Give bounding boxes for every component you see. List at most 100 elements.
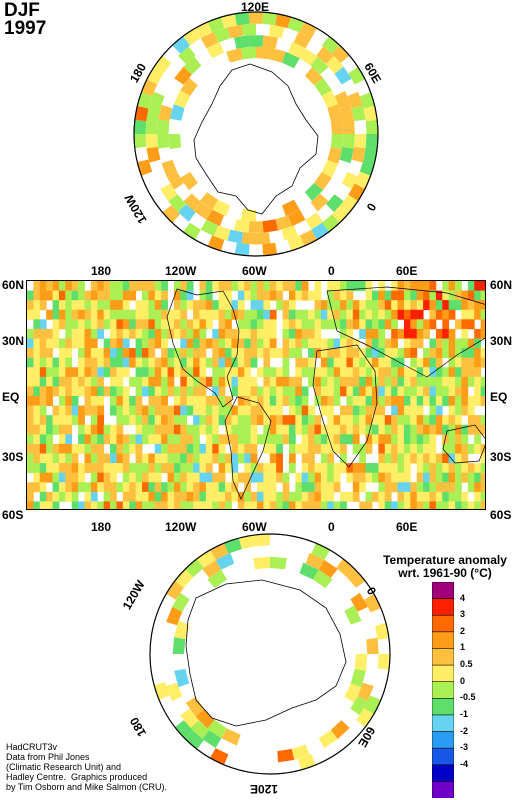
map-grid-cell bbox=[205, 396, 213, 406]
map-grid-cell bbox=[416, 328, 424, 339]
legend-title-line1: Temperature anomaly bbox=[383, 553, 507, 567]
map-grid-cell bbox=[359, 357, 367, 368]
map-grid-cell bbox=[173, 482, 181, 493]
map-grid-cell bbox=[39, 415, 47, 426]
map-grid-cell bbox=[455, 434, 462, 445]
polar-grid-cell bbox=[253, 556, 270, 570]
map-grid-cell bbox=[90, 281, 98, 291]
map-grid-cell bbox=[410, 491, 418, 502]
polar-grid-cell bbox=[331, 205, 350, 223]
map-grid-cell bbox=[205, 434, 213, 445]
map-grid-cell bbox=[346, 300, 354, 311]
map-grid-cell bbox=[237, 472, 245, 483]
map-grid-cell bbox=[340, 405, 347, 416]
map-grid-cell bbox=[52, 386, 60, 397]
map-grid-cell bbox=[391, 434, 398, 445]
map-grid-cell bbox=[448, 328, 456, 339]
map-grid-cell bbox=[333, 386, 341, 397]
polar-grid-cell bbox=[146, 105, 161, 122]
map-grid-cell bbox=[237, 290, 245, 301]
map-grid-cell bbox=[110, 424, 117, 435]
map-grid-cell bbox=[148, 319, 156, 330]
polar-grid-cell bbox=[168, 194, 186, 213]
map-grid-cell bbox=[308, 415, 315, 426]
map-grid-cell bbox=[250, 281, 258, 291]
polar-grid-cell bbox=[262, 219, 278, 233]
map-grid-cell bbox=[52, 290, 60, 301]
map-grid-cell bbox=[110, 338, 117, 349]
credit-line: (Climatic Research Unit) and bbox=[6, 762, 122, 772]
polar-grid-cell bbox=[304, 67, 323, 86]
map-grid-cell bbox=[199, 453, 207, 464]
map-grid-cell bbox=[244, 415, 252, 426]
map-grid-cell bbox=[346, 367, 354, 378]
map-grid-cell bbox=[231, 491, 239, 502]
map-grid-cell bbox=[199, 376, 207, 387]
map-grid-cell bbox=[250, 415, 258, 426]
map-grid-cell bbox=[295, 424, 303, 435]
map-grid-cell bbox=[161, 338, 168, 349]
map-grid-cell bbox=[327, 482, 335, 493]
polar-grid-cell bbox=[241, 23, 256, 36]
map-grid-cell bbox=[173, 501, 181, 509]
map-grid-cell bbox=[135, 300, 143, 311]
map-grid-cell bbox=[71, 453, 79, 464]
map-grid-cell bbox=[308, 472, 315, 483]
map-grid-cell bbox=[282, 319, 290, 330]
map-top-label: 180 bbox=[91, 264, 112, 278]
map-grid-cell bbox=[346, 434, 354, 445]
map-grid-cell bbox=[403, 453, 411, 464]
map-grid-cell bbox=[27, 482, 34, 493]
map-grid-cell bbox=[282, 281, 290, 291]
polar-grid-cell bbox=[145, 119, 158, 134]
map-grid-cell bbox=[33, 472, 41, 483]
map-grid-cell bbox=[327, 290, 335, 301]
map-grid-cell bbox=[154, 434, 162, 445]
map-grid-cell bbox=[110, 443, 117, 454]
polar-grid-cell bbox=[172, 36, 190, 54]
map-grid-cell bbox=[288, 396, 296, 406]
map-grid-cell bbox=[161, 290, 168, 301]
legend-tick-label: -0.5 bbox=[460, 692, 476, 703]
map-grid-cell bbox=[173, 367, 181, 378]
map-grid-cell bbox=[320, 386, 328, 397]
map-grid-cell bbox=[231, 328, 239, 339]
map-grid-cell bbox=[103, 309, 111, 320]
polar-grid-cell bbox=[248, 221, 264, 233]
map-grid-cell bbox=[340, 443, 347, 454]
map-grid-cell bbox=[455, 281, 462, 291]
map-grid-cell bbox=[461, 453, 469, 464]
map-grid-cell bbox=[225, 281, 232, 291]
map-grid-cell bbox=[244, 463, 252, 474]
map-left-label: 30S bbox=[2, 450, 24, 464]
map-grid-cell bbox=[455, 396, 462, 406]
map-grid-cell bbox=[218, 376, 226, 387]
map-grid-cell bbox=[474, 491, 482, 502]
map-grid-cell bbox=[161, 367, 168, 378]
map-grid-cell bbox=[474, 501, 482, 509]
map-grid-cell bbox=[403, 386, 411, 397]
map-grid-cell bbox=[250, 376, 258, 387]
map-grid-cell bbox=[295, 309, 303, 320]
map-grid-cell bbox=[90, 501, 98, 509]
map-grid-cell bbox=[180, 338, 188, 349]
map-grid-cell bbox=[384, 319, 392, 330]
map-grid-cell bbox=[455, 453, 462, 464]
map-grid-cell bbox=[474, 482, 482, 493]
map-grid-cell bbox=[442, 281, 450, 291]
map-grid-cell bbox=[186, 434, 194, 445]
map-grid-cell bbox=[359, 501, 367, 509]
polar-grid-cell bbox=[322, 214, 340, 232]
legend-swatch bbox=[432, 664, 454, 683]
map-grid-cell bbox=[173, 290, 181, 301]
polar-grid-cell bbox=[185, 558, 204, 578]
map-grid-cell bbox=[269, 367, 277, 378]
polar-grid-cell bbox=[134, 119, 147, 134]
legend-title-line2: wrt. 1961-90 (°C) bbox=[398, 566, 492, 580]
map-grid-cell bbox=[199, 338, 207, 349]
map-grid-cell bbox=[391, 309, 398, 320]
legend-tick-label: 4 bbox=[460, 592, 466, 603]
map-grid-cell bbox=[218, 415, 226, 426]
polar-grid-cell bbox=[200, 219, 219, 237]
map-grid-cell bbox=[218, 309, 226, 320]
